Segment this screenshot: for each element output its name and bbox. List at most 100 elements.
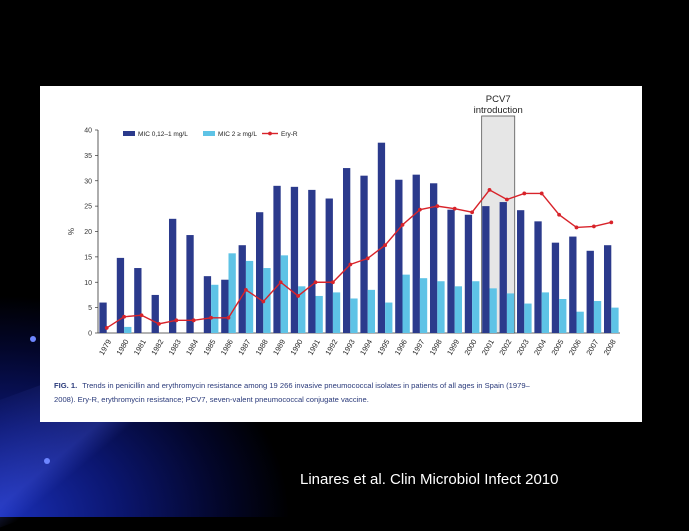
legend-swatch-mic-high bbox=[203, 131, 215, 136]
x-tick-label: 1995 bbox=[375, 338, 391, 357]
bar-mic-high bbox=[489, 288, 497, 333]
bar-mic-low bbox=[273, 185, 281, 333]
bar-mic-low bbox=[360, 175, 368, 333]
x-tick-label: 1989 bbox=[271, 338, 287, 357]
y-ticks: 0 5 10 15 20 25 30 35 40 bbox=[84, 128, 98, 338]
bar-mic-low bbox=[151, 294, 159, 333]
ery-r-point bbox=[157, 321, 161, 326]
ery-r-point bbox=[331, 280, 335, 285]
ery-r-point bbox=[574, 225, 579, 230]
figure-caption-line2: 2008). Ery-R, erythromycin resistance; P… bbox=[54, 395, 369, 404]
bar-mic-high bbox=[211, 284, 219, 333]
bar-mic-low bbox=[342, 168, 351, 333]
x-tick-label: 1982 bbox=[149, 338, 165, 357]
bar-mic-low bbox=[395, 179, 403, 333]
bar-mic-low bbox=[447, 209, 455, 333]
bar-mic-high bbox=[280, 255, 289, 333]
ery-r-point bbox=[522, 191, 527, 196]
ery-r-point bbox=[209, 315, 214, 320]
bar-mic-low bbox=[482, 206, 490, 333]
legend: MIC 0,12–1 mg/L MIC 2 ≥ mg/L Ery-R bbox=[123, 131, 298, 138]
ery-r-point bbox=[383, 243, 387, 248]
x-tick-label: 1998 bbox=[428, 338, 444, 357]
bar-mic-high bbox=[385, 302, 393, 333]
citation-text: Linares et al. Clin Microbiol Infect 201… bbox=[300, 471, 559, 488]
legend-label-mic-low: MIC 0,12–1 mg/L bbox=[138, 131, 188, 138]
y-tick-label: 35 bbox=[84, 153, 92, 160]
ery-r-point bbox=[278, 280, 283, 285]
ery-r-point bbox=[505, 197, 509, 202]
ery-r-point bbox=[418, 207, 422, 212]
bar-mic-high bbox=[611, 307, 619, 333]
y-axis-label: % bbox=[67, 228, 76, 235]
x-tick-label: 2008 bbox=[602, 338, 618, 357]
y-tick-label: 25 bbox=[84, 204, 92, 211]
bar-mic-low bbox=[412, 174, 420, 333]
ery-r-point bbox=[609, 220, 614, 225]
bar-mic-low bbox=[238, 245, 246, 333]
bar-mic-low bbox=[221, 279, 229, 333]
ery-r-point bbox=[487, 187, 492, 192]
x-tick-label: 1987 bbox=[236, 338, 252, 357]
bar-mic-high bbox=[472, 281, 480, 333]
x-tick-label: 1997 bbox=[410, 338, 426, 357]
ery-r-point bbox=[400, 223, 405, 227]
bar-mic-low bbox=[569, 236, 577, 333]
ery-r-point bbox=[122, 314, 126, 319]
bar-mic-low bbox=[603, 245, 612, 333]
legend-swatch-ery-r-marker bbox=[268, 131, 272, 136]
x-tick-label: 2005 bbox=[549, 338, 565, 357]
x-tick-label: 1994 bbox=[358, 338, 374, 357]
bar-mic-high bbox=[402, 274, 410, 333]
bar-mic-low bbox=[429, 183, 438, 333]
x-tick-label: 1984 bbox=[184, 338, 200, 357]
y-tick-label: 10 bbox=[84, 280, 92, 287]
ery-r-point bbox=[191, 318, 196, 323]
x-tick-label: 1981 bbox=[132, 338, 148, 357]
pcv7-label: PCV7 bbox=[486, 94, 511, 105]
ery-r-point bbox=[261, 299, 266, 304]
ery-r-polyline bbox=[106, 188, 612, 329]
ery-r-point bbox=[452, 206, 457, 211]
bar-mic-high bbox=[593, 301, 602, 333]
legend-label-mic-high: MIC 2 ≥ mg/L bbox=[218, 131, 257, 138]
x-tick-label: 1985 bbox=[201, 338, 217, 357]
x-tick-label: 1988 bbox=[254, 338, 270, 357]
caption-text-line1: Trends in penicillin and erythromycin re… bbox=[82, 381, 530, 390]
bar-mic-high bbox=[367, 289, 376, 333]
ery-r-point bbox=[226, 315, 231, 320]
background-glow-dot bbox=[44, 458, 50, 464]
x-tick-label: 1990 bbox=[288, 338, 304, 357]
y-tick-label: 0 bbox=[88, 331, 92, 338]
y-tick-label: 20 bbox=[84, 229, 92, 236]
bar-mic-low bbox=[290, 186, 299, 333]
figure-caption-line1: FIG. 1. Trends in penicillin and erythro… bbox=[54, 381, 531, 390]
x-tick-label: 1992 bbox=[323, 338, 339, 357]
bar-mic-low bbox=[255, 212, 264, 333]
ery-r-point bbox=[296, 294, 300, 298]
x-tick-label: 2006 bbox=[567, 338, 583, 357]
bar-mic-low bbox=[134, 268, 142, 333]
x-tick-labels: 1979 1980 1981 1982 1983 1984 1985 1986 1987 1988… bbox=[97, 338, 618, 357]
bar-mic-low bbox=[377, 142, 386, 333]
ery-r-point bbox=[139, 313, 144, 318]
bar-mic-high bbox=[437, 281, 445, 333]
bar-mic-high bbox=[506, 293, 515, 333]
ery-r-point bbox=[104, 326, 109, 330]
legend-swatch-mic-low bbox=[123, 131, 135, 136]
x-tick-label: 2007 bbox=[584, 338, 600, 357]
x-tick-label: 1993 bbox=[341, 338, 357, 357]
bar-mic-low bbox=[516, 210, 525, 333]
bar-mic-high bbox=[263, 268, 271, 333]
bar-mic-high bbox=[524, 303, 532, 333]
bar-mic-high bbox=[350, 298, 358, 333]
ery-r-line bbox=[104, 187, 614, 330]
bar-mic-high bbox=[541, 292, 550, 333]
bar-mic-low bbox=[586, 250, 594, 333]
ery-r-point bbox=[592, 224, 596, 229]
x-tick-label: 1996 bbox=[393, 338, 409, 357]
y-tick-label: 15 bbox=[84, 254, 92, 261]
bar-mic-high bbox=[315, 295, 323, 333]
y-tick-label: 40 bbox=[84, 128, 92, 135]
legend-label-ery-r: Ery-R bbox=[281, 131, 298, 138]
